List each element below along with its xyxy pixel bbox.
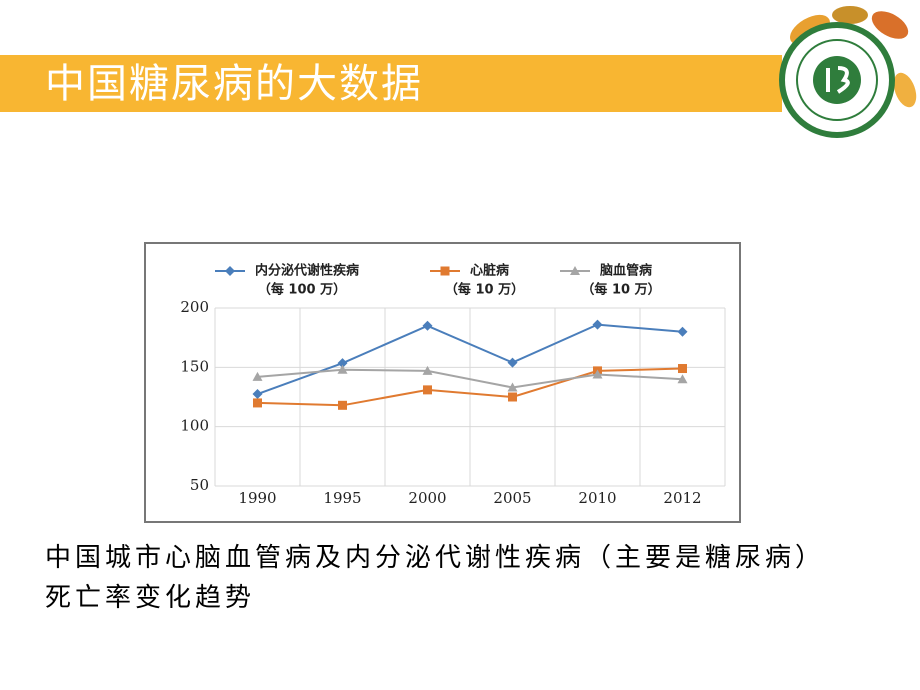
data-point [678,364,687,374]
data-point [508,392,517,402]
data-point [253,398,262,408]
data-point [507,382,518,392]
data-point [592,319,603,330]
legend-unit: （每 10 万） [581,282,660,298]
legend-marker [225,266,235,276]
series-line [257,367,683,407]
data-point [423,385,432,395]
data-point [677,374,688,384]
x-tick-label: 2010 [578,489,616,507]
x-tick-label: 2000 [408,489,446,507]
logo [779,6,917,138]
y-tick-label: 200 [180,298,209,316]
data-point [422,365,433,375]
x-tick-label: 2005 [493,489,531,507]
chart-frame [144,242,741,523]
legend-unit: （每 10 万） [445,282,524,298]
caption: 中国城市心脑血管病及内分泌代谢性疾病（主要是糖尿病）死亡率变化趋势 [45,543,826,613]
slide-title: 中国糖尿病的大数据 [45,61,423,107]
legend-label: 内分泌代谢性疾病 [255,263,359,279]
y-tick-label: 50 [190,476,209,494]
data-point [592,369,603,379]
x-tick-label: 2012 [663,489,701,507]
series-line [257,368,683,389]
y-tick-label: 150 [180,357,209,375]
data-point [252,371,263,381]
data-point [252,389,263,400]
title-band [0,55,782,112]
legend-marker [570,266,580,275]
legend-marker [440,266,450,276]
x-tick-label: 1995 [323,489,361,507]
data-point [422,320,433,331]
y-tick-label: 100 [180,417,209,435]
legend-label: 心脏病 [470,263,509,279]
legend-label: 脑血管病 [600,263,652,279]
series-line [257,323,683,395]
data-point [677,326,688,337]
x-tick-label: 1990 [238,489,276,507]
data-point [337,364,348,374]
data-point [337,358,348,369]
data-point [338,400,347,410]
data-point [507,357,518,368]
legend-unit: （每 100 万） [258,282,346,298]
